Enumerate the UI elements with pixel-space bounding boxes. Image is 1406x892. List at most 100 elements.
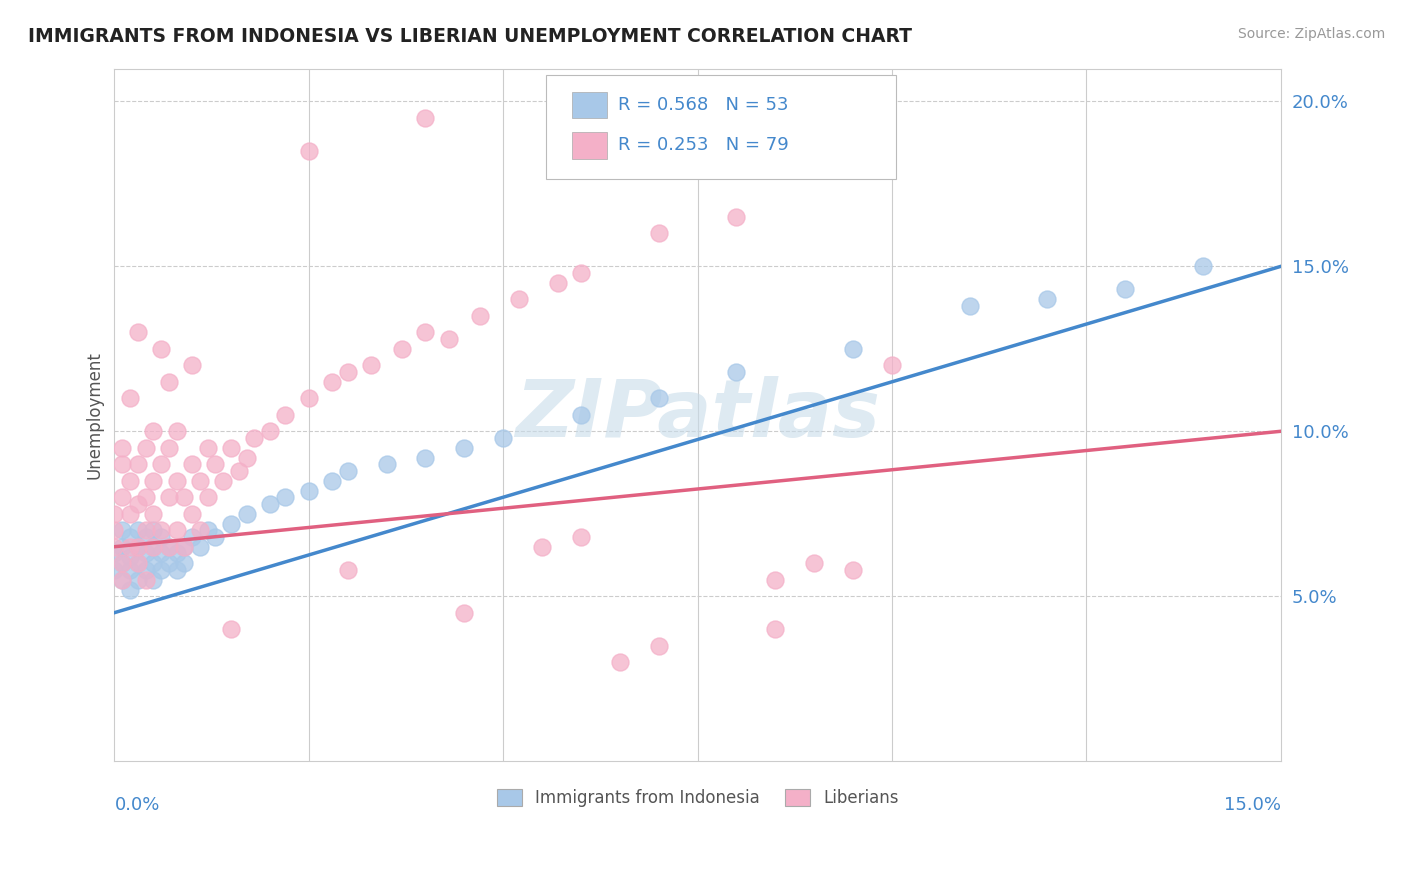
- Point: [173, 556, 195, 570]
- Point: [415, 326, 437, 340]
- Point: [134, 546, 156, 560]
- Point: [228, 464, 250, 478]
- Point: [166, 474, 188, 488]
- Point: [437, 332, 460, 346]
- Point: [111, 523, 134, 537]
- Point: [360, 359, 382, 373]
- Point: [142, 507, 165, 521]
- Point: [142, 425, 165, 439]
- Point: [204, 530, 226, 544]
- Point: [118, 540, 141, 554]
- Point: [725, 365, 748, 379]
- Point: [103, 546, 125, 560]
- Point: [492, 431, 515, 445]
- Point: [111, 540, 134, 554]
- Point: [111, 457, 134, 471]
- Point: [103, 507, 125, 521]
- Point: [111, 490, 134, 504]
- Point: [763, 622, 786, 636]
- Point: [181, 359, 204, 373]
- Point: [274, 490, 297, 504]
- Point: [197, 490, 219, 504]
- Point: [880, 359, 903, 373]
- Point: [647, 227, 669, 241]
- Point: [127, 457, 149, 471]
- Point: [298, 483, 321, 498]
- Y-axis label: Unemployment: Unemployment: [86, 351, 103, 479]
- Text: IMMIGRANTS FROM INDONESIA VS LIBERIAN UNEMPLOYMENT CORRELATION CHART: IMMIGRANTS FROM INDONESIA VS LIBERIAN UN…: [28, 27, 912, 45]
- Point: [468, 309, 491, 323]
- Point: [204, 457, 226, 471]
- Point: [647, 392, 669, 406]
- Point: [118, 549, 141, 564]
- Point: [197, 441, 219, 455]
- Point: [531, 540, 554, 554]
- Point: [212, 474, 235, 488]
- Point: [725, 210, 748, 224]
- Point: [142, 540, 165, 554]
- Point: [243, 431, 266, 445]
- Point: [298, 392, 321, 406]
- Point: [181, 530, 204, 544]
- Point: [134, 573, 156, 587]
- Point: [188, 540, 211, 554]
- Point: [166, 425, 188, 439]
- Point: [150, 563, 173, 577]
- Point: [259, 425, 281, 439]
- Point: [219, 441, 242, 455]
- Point: [166, 523, 188, 537]
- Point: [1192, 260, 1215, 274]
- Point: [111, 556, 134, 570]
- Point: [134, 563, 156, 577]
- Point: [118, 530, 141, 544]
- Point: [375, 457, 398, 471]
- Point: [157, 540, 180, 554]
- FancyBboxPatch shape: [572, 92, 606, 119]
- Point: [321, 474, 343, 488]
- Text: Source: ZipAtlas.com: Source: ZipAtlas.com: [1237, 27, 1385, 41]
- Point: [173, 490, 195, 504]
- Text: ZIPatlas: ZIPatlas: [515, 376, 880, 454]
- Point: [118, 474, 141, 488]
- Point: [134, 523, 156, 537]
- Point: [181, 457, 204, 471]
- Point: [235, 450, 257, 465]
- Point: [111, 573, 134, 587]
- Point: [150, 523, 173, 537]
- Point: [298, 144, 321, 158]
- Point: [127, 497, 149, 511]
- Text: 0.0%: 0.0%: [114, 796, 160, 814]
- Point: [188, 474, 211, 488]
- Text: R = 0.568   N = 53: R = 0.568 N = 53: [619, 96, 789, 114]
- Point: [103, 563, 125, 577]
- Point: [134, 441, 156, 455]
- Point: [142, 474, 165, 488]
- Point: [157, 556, 180, 570]
- Point: [181, 507, 204, 521]
- Point: [321, 375, 343, 389]
- Point: [127, 540, 149, 554]
- Point: [197, 523, 219, 537]
- Point: [569, 530, 592, 544]
- Point: [1036, 293, 1059, 307]
- Point: [150, 530, 173, 544]
- Point: [150, 457, 173, 471]
- Point: [118, 507, 141, 521]
- Point: [336, 464, 359, 478]
- Point: [959, 299, 981, 313]
- Point: [118, 563, 141, 577]
- Point: [219, 516, 242, 531]
- Point: [150, 546, 173, 560]
- Point: [235, 507, 257, 521]
- Point: [150, 342, 173, 356]
- Point: [453, 441, 475, 455]
- Point: [157, 490, 180, 504]
- Point: [569, 266, 592, 280]
- FancyBboxPatch shape: [572, 132, 606, 159]
- Point: [842, 342, 865, 356]
- Point: [647, 639, 669, 653]
- Point: [103, 540, 125, 554]
- Point: [134, 490, 156, 504]
- Point: [142, 556, 165, 570]
- Point: [111, 441, 134, 455]
